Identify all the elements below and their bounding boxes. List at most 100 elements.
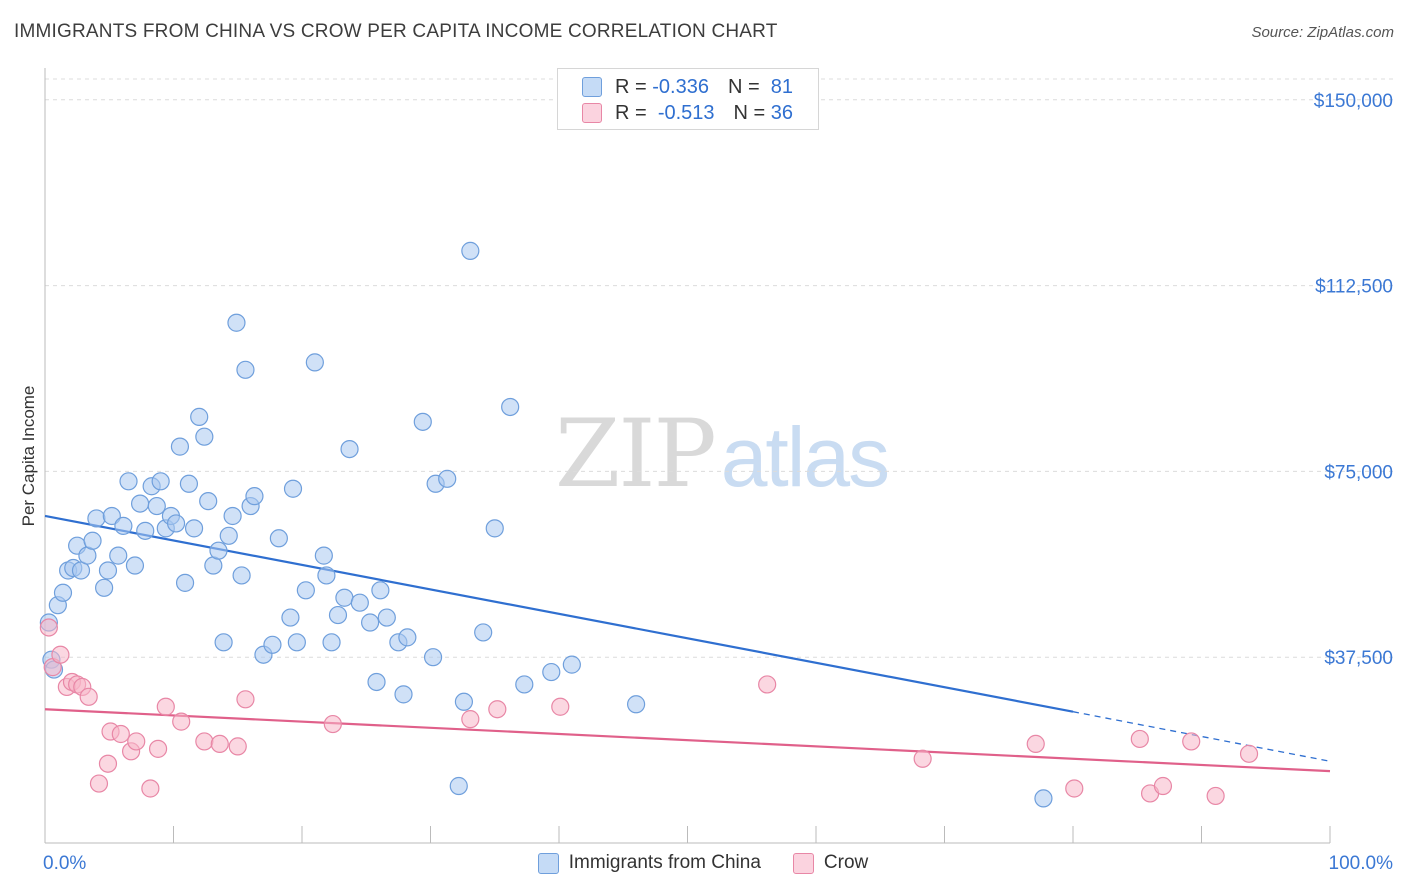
point-china: [317, 566, 336, 585]
point-china: [283, 479, 303, 498]
point-crow: [127, 732, 146, 751]
point-china: [340, 439, 359, 459]
point-china: [1034, 789, 1053, 808]
legend-label-crow: Crow: [823, 852, 869, 873]
point-china: [136, 521, 155, 540]
y-tick-label: $75,000: [1324, 462, 1393, 483]
x-tick-label: 100.0%: [1329, 853, 1394, 874]
point-china: [542, 662, 561, 682]
point-china: [398, 628, 417, 647]
point-china: [562, 655, 581, 674]
legend-item-crow[interactable]: Crow: [792, 852, 869, 874]
legend-label-china: Immigrants from China: [568, 852, 761, 873]
legend-swatch-crow: [582, 103, 602, 123]
point-china: [314, 546, 333, 565]
point-china: [119, 472, 138, 491]
legend-item-china[interactable]: Immigrants from China: [537, 852, 761, 874]
point-china: [236, 360, 255, 379]
point-china: [130, 494, 150, 513]
source-credit: Source: ZipAtlas.com: [1251, 24, 1394, 41]
point-china: [195, 427, 214, 446]
point-crow: [79, 687, 98, 706]
point-china: [449, 776, 468, 796]
legend-swatch-china: [537, 852, 559, 874]
point-china: [269, 529, 288, 548]
axes: [44, 68, 1331, 844]
legend-r-value: -0.336: [652, 75, 709, 98]
point-china: [394, 685, 413, 704]
point-china: [87, 509, 106, 528]
point-china: [287, 633, 306, 652]
point-china: [245, 487, 264, 506]
x-tick-label: 0.0%: [43, 853, 86, 874]
y-tick-label: $112,500: [1315, 277, 1393, 298]
point-crow: [172, 712, 191, 731]
point-china: [350, 593, 369, 612]
data-points: [39, 241, 1259, 808]
point-crow: [228, 737, 247, 756]
point-china: [423, 648, 443, 667]
point-china: [263, 635, 282, 654]
point-china: [305, 353, 324, 372]
point-crow: [98, 754, 118, 773]
point-china: [98, 561, 118, 580]
correlation-legend: R = -0.336 N = 81 R = -0.513 N = 36: [557, 68, 819, 130]
point-china: [179, 474, 199, 493]
point-crow: [1206, 786, 1225, 806]
point-china: [515, 675, 534, 694]
y-tick-label: $37,500: [1324, 648, 1393, 669]
legend-swatch-crow: [792, 852, 814, 874]
point-crow: [1065, 779, 1084, 798]
point-crow: [1153, 776, 1173, 796]
watermark: ZIPatlas: [555, 400, 890, 509]
point-china: [83, 531, 102, 550]
point-china: [335, 588, 354, 607]
point-china: [214, 633, 233, 652]
point-crow: [1182, 732, 1201, 751]
trend-line-china: [44, 514, 1074, 713]
point-china: [175, 573, 195, 592]
point-china: [438, 469, 457, 488]
point-crow: [51, 645, 70, 664]
point-china: [461, 241, 480, 260]
legend-swatch-china: [582, 77, 602, 97]
legend-n-label: N =: [733, 101, 766, 124]
point-china: [209, 541, 228, 560]
point-china: [227, 313, 246, 332]
point-china: [501, 397, 520, 417]
point-china: [184, 519, 204, 538]
watermark-zip: ZIP: [555, 400, 717, 509]
y-axis-label: Per Capita Income: [19, 385, 38, 527]
point-crow: [551, 697, 570, 716]
point-china: [367, 672, 386, 692]
point-china: [114, 516, 133, 535]
legend-r-label: R =: [615, 101, 647, 124]
point-china: [125, 556, 145, 575]
trend-line-china-extension: [1072, 711, 1331, 762]
point-china: [219, 526, 238, 545]
point-china: [485, 519, 504, 538]
point-china: [199, 492, 218, 511]
legend-n-label: N =: [727, 75, 760, 98]
point-crow: [141, 779, 160, 798]
point-crow: [461, 710, 480, 729]
legend-r-value: -0.513: [657, 101, 715, 124]
point-china: [166, 514, 186, 533]
y-tick-label: $150,000: [1314, 91, 1393, 112]
chart-title: IMMIGRANTS FROM CHINA VS CROW PER CAPITA…: [14, 21, 778, 42]
point-crow: [148, 739, 168, 758]
point-china: [371, 581, 390, 600]
point-crow: [488, 700, 507, 719]
point-china: [296, 581, 315, 600]
legend-r-label: R =: [615, 75, 647, 98]
point-crow: [1026, 734, 1045, 754]
point-china: [151, 472, 170, 491]
point-crow: [39, 618, 58, 637]
point-china: [147, 496, 166, 516]
point-crow: [758, 675, 777, 694]
point-crow: [236, 690, 255, 709]
point-crow: [111, 724, 130, 744]
trend-line-crow: [44, 708, 1331, 773]
point-china: [53, 583, 73, 602]
